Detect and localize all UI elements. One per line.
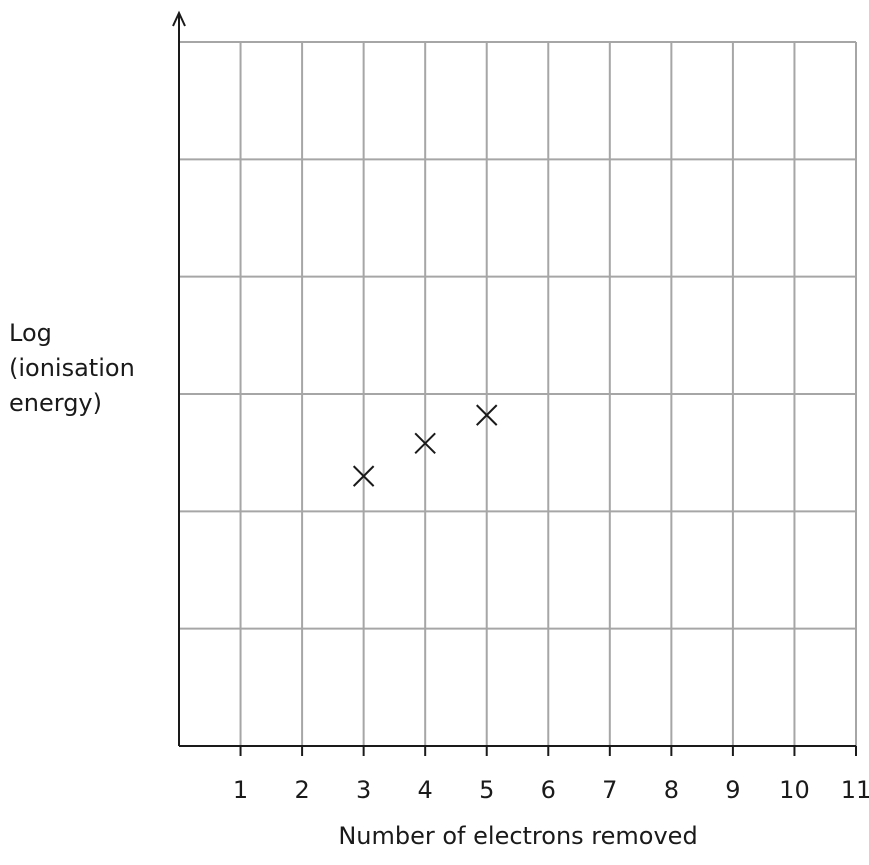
data-point-stroke <box>476 404 498 426</box>
x-tick-label: 4 <box>418 776 433 804</box>
data-point-stroke <box>352 465 375 487</box>
x-tick-label: 8 <box>664 776 679 804</box>
x-tick-label: 10 <box>779 776 810 804</box>
data-point-marker <box>414 432 436 454</box>
x-tick-label: 6 <box>541 776 556 804</box>
x-tick-label: 1 <box>233 776 248 804</box>
y-axis-label-line-2: (ionisation <box>9 354 135 382</box>
x-tick-label: 7 <box>602 776 617 804</box>
y-axis-label-line-3: energy) <box>9 389 102 417</box>
y-axis-label-line-1: Log <box>9 319 52 347</box>
x-tick-label: 2 <box>294 776 309 804</box>
data-point-marker <box>352 465 375 487</box>
x-tick-label: 3 <box>356 776 371 804</box>
x-tick-label: 11 <box>841 776 869 804</box>
x-tick-label: 9 <box>725 776 740 804</box>
y-axis-arrow-icon <box>172 10 186 27</box>
data-point-marker <box>476 404 498 426</box>
data-point-stroke <box>414 432 436 454</box>
x-tick-label: 5 <box>479 776 494 804</box>
x-axis-label: Number of electrons removed <box>338 822 698 850</box>
